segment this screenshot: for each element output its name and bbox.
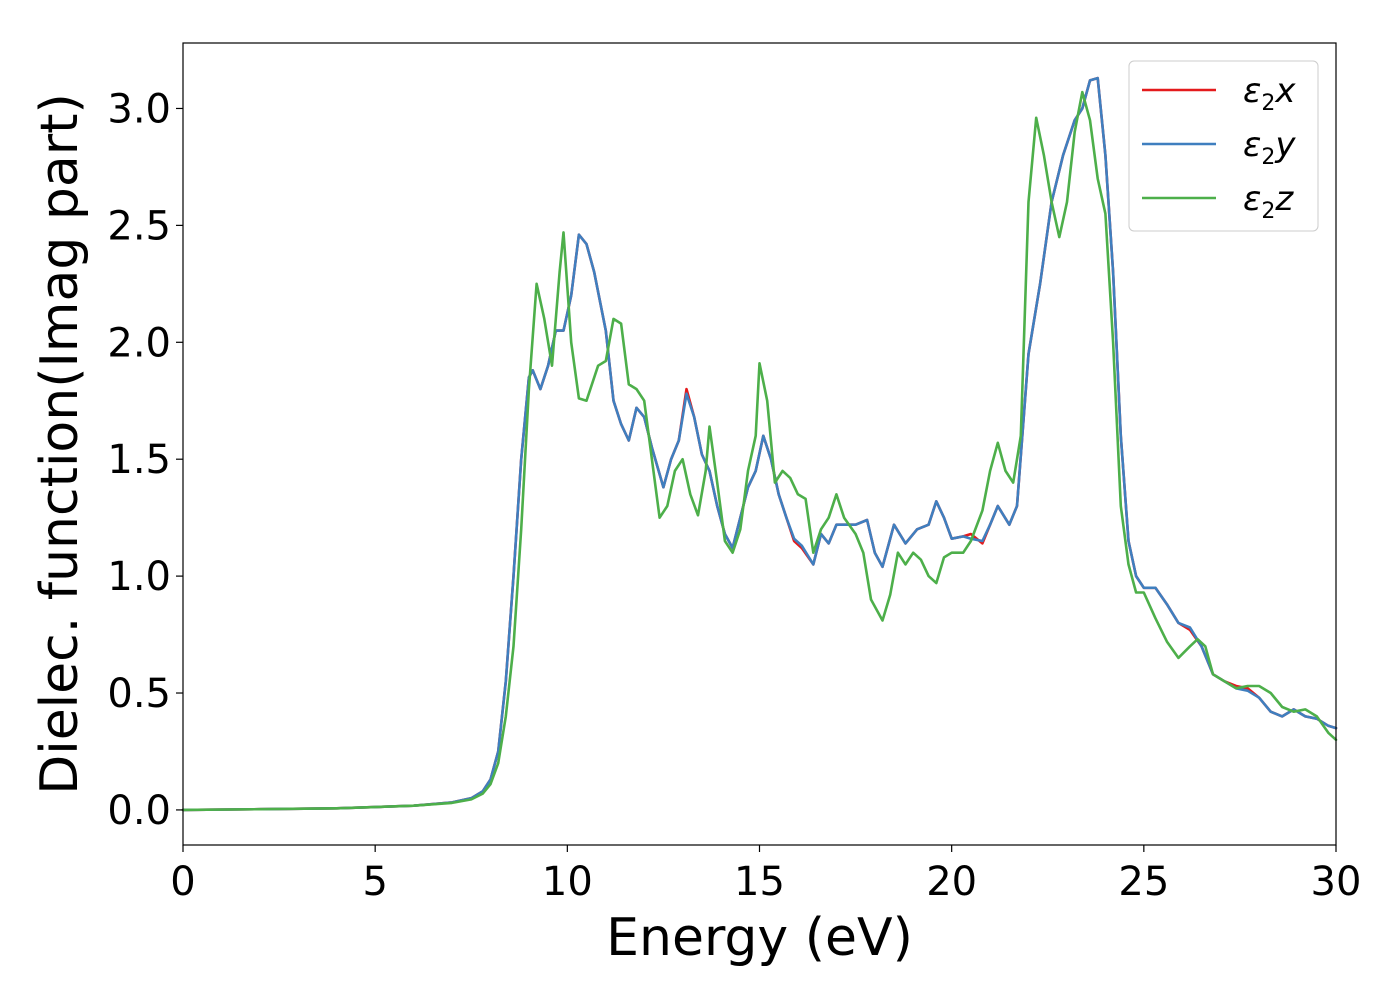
y-tick-label: 1.5 xyxy=(107,437,171,483)
y-axis: 0.0 0.5 1.0 1.5 2.0 2.5 3.0 xyxy=(107,86,183,834)
series-line-y xyxy=(181,76,1338,812)
x-tick-label: 15 xyxy=(734,859,785,905)
x-tick-label: 5 xyxy=(362,859,387,905)
x-tick-label: 30 xyxy=(1311,859,1362,905)
y-tick-label: 0.5 xyxy=(107,671,171,717)
x-tick-label: 25 xyxy=(1118,859,1169,905)
y-tick-label: 0.0 xyxy=(107,788,171,834)
y-tick-label: 2.5 xyxy=(107,203,171,249)
y-axis-title: Dielec. function(Imag part) xyxy=(30,93,90,795)
x-tick-label: 0 xyxy=(170,859,195,905)
y-tick-label: 2.0 xyxy=(107,320,171,366)
x-tick-label: 20 xyxy=(926,859,977,905)
legend: ε2x ε2y ε2z xyxy=(1128,60,1319,232)
series-layer xyxy=(181,76,1338,812)
series-line-z xyxy=(181,90,1338,812)
legend-box xyxy=(1128,60,1319,232)
x-axis-title: Energy (eV) xyxy=(606,908,913,968)
x-tick-label: 10 xyxy=(542,859,593,905)
y-tick-label: 1.0 xyxy=(107,554,171,600)
x-axis: 0 5 10 15 20 25 30 xyxy=(170,845,1361,905)
legend-label-x: ε2x xyxy=(1243,71,1296,116)
legend-label-z: ε2z xyxy=(1243,179,1294,224)
legend-label-y: ε2y xyxy=(1243,125,1296,170)
y-tick-label: 3.0 xyxy=(107,86,171,132)
